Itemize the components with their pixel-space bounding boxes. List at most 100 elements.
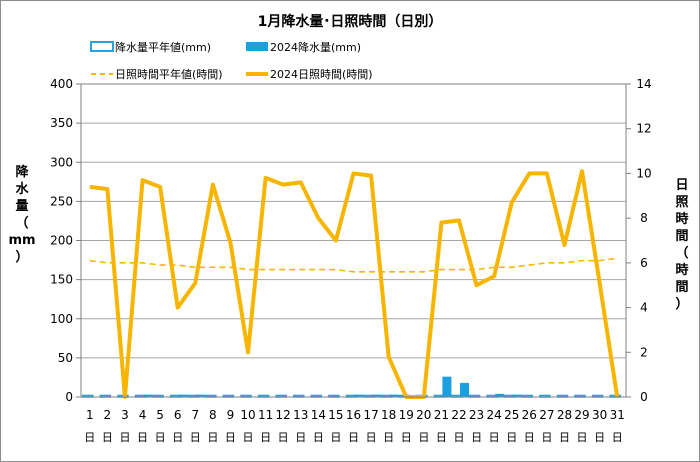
left-tick-label: 0	[65, 390, 73, 404]
legend-label-precip-2024: 2024降水量(mm)	[270, 40, 361, 54]
x-tick-label: 19	[399, 408, 414, 422]
left-axis-label-char: ）	[15, 249, 28, 265]
right-axis-label-char: 間	[675, 280, 688, 295]
x-tick-label: 11	[258, 408, 273, 422]
sunshine-2024-line	[89, 169, 620, 399]
x-unit-label: 日	[172, 431, 183, 444]
left-axis-label-char: 降	[15, 164, 29, 180]
x-unit-label: 日	[155, 431, 166, 444]
right-tick-label: 0	[640, 390, 648, 404]
x-tick-label: 23	[469, 408, 484, 422]
right-axis-label-char: ）	[675, 296, 688, 312]
x-unit-label: 日	[348, 431, 359, 444]
x-unit-label: 日	[207, 431, 218, 444]
x-unit-label: 日	[330, 431, 341, 444]
left-axis-label-char: 量	[15, 199, 28, 214]
precip-2024-bar	[442, 376, 452, 397]
sunshine-normal-line	[89, 257, 618, 273]
x-unit-label: 日	[84, 431, 95, 444]
right-axis-label-char: 間	[675, 229, 688, 244]
left-tick-label: 400	[50, 77, 73, 91]
precip-2024-bar	[143, 394, 153, 397]
left-axis-ticks: 0 50 100 150 200 250 300 350 400	[50, 77, 81, 404]
x-unit-label: 日	[383, 431, 394, 444]
x-unit-label: 日	[137, 431, 148, 444]
left-tick-label: 200	[50, 234, 73, 248]
gridlines	[81, 122, 626, 359]
right-tick-label: 6	[640, 256, 648, 270]
right-tick-label: 10	[636, 166, 651, 180]
x-unit-label: 日	[471, 431, 482, 444]
x-unit-label: 日	[243, 431, 254, 444]
chart-title: 1月降水量･日照時間（日別）	[258, 13, 443, 30]
right-axis-ticks: 0 2 4 6 8 10 12 14	[626, 77, 652, 404]
left-axis-label: 降水量（ mm）	[8, 164, 35, 265]
x-tick-label: 7	[191, 408, 199, 422]
x-unit-label: 日	[436, 431, 447, 444]
x-tick-label: 16	[346, 408, 361, 422]
left-tick-label: 300	[50, 155, 73, 169]
x-tick-label: 31	[610, 408, 625, 422]
x-unit-label: 日	[612, 431, 623, 444]
x-tick-label: 25	[504, 408, 519, 422]
x-unit-label: 日	[295, 431, 306, 444]
x-unit-label: 日	[418, 431, 429, 444]
precip-2024-bar	[196, 394, 206, 397]
x-tick-label: 27	[539, 408, 554, 422]
x-unit-label: 日	[524, 431, 535, 444]
precip-2024-bar	[389, 394, 399, 397]
left-axis-label-char: （	[15, 215, 28, 231]
x-tick-label: 5	[156, 408, 164, 422]
left-tick-label: 150	[50, 273, 73, 287]
left-tick-label: 350	[50, 116, 73, 130]
precip-2024-bar	[512, 394, 522, 397]
x-unit-label: 日	[541, 431, 552, 444]
right-tick-label: 4	[640, 301, 648, 315]
precip-2024-bar	[178, 394, 188, 397]
x-tick-label: 21	[434, 408, 449, 422]
left-axis-label-char: mm	[8, 233, 35, 248]
precip-2024-bar	[459, 382, 469, 397]
x-tick-label: 8	[209, 408, 217, 422]
x-unit-label: 日	[506, 431, 517, 444]
x-unit-label: 日	[366, 431, 377, 444]
x-tick-label: 17	[363, 408, 378, 422]
x-unit-label: 日	[577, 431, 588, 444]
right-tick-label: 8	[640, 211, 648, 225]
precip-2024-series	[143, 376, 522, 397]
right-tick-label: 14	[636, 77, 651, 91]
right-tick-label: 2	[640, 345, 648, 359]
x-tick-label: 4	[139, 408, 147, 422]
legend-label-sunshine-normal: 日照時間平年値(時間)	[115, 67, 223, 81]
right-axis-label-char: （	[675, 245, 688, 261]
x-unit-label: 日	[119, 431, 130, 444]
x-tick-label: 6	[174, 408, 182, 422]
x-tick-label: 30	[592, 408, 607, 422]
x-unit-label: 日	[559, 431, 570, 444]
right-axis-label-char: 日	[675, 178, 688, 193]
legend-swatch-precip-normal	[90, 41, 114, 52]
right-axis-label-char: 時	[675, 262, 688, 278]
x-tick-label: 13	[293, 408, 308, 422]
x-tick-label: 1	[86, 408, 94, 422]
x-tick-label: 28	[557, 408, 572, 422]
x-unit-label: 日	[313, 431, 324, 444]
precip-2024-bar	[495, 393, 505, 397]
x-unit-label: 日	[401, 431, 412, 444]
precip-2024-bar	[354, 394, 364, 397]
x-unit-label: 日	[225, 431, 236, 444]
x-tick-label: 26	[522, 408, 537, 422]
x-unit-label: 日	[190, 431, 201, 444]
right-axis-label-char: 照	[675, 195, 688, 210]
x-tick-label: 22	[451, 408, 466, 422]
legend-label-precip-normal: 降水量平年値(mm)	[115, 40, 211, 54]
x-unit-label: 日	[278, 431, 289, 444]
legend-label-sunshine-2024: 2024日照時間(時間)	[270, 68, 373, 81]
left-tick-label: 50	[58, 351, 73, 365]
x-tick-label: 10	[240, 408, 255, 422]
x-tick-label: 14	[311, 408, 326, 422]
x-unit-label: 日	[489, 431, 500, 444]
right-axis-label-char: 時	[675, 211, 688, 227]
